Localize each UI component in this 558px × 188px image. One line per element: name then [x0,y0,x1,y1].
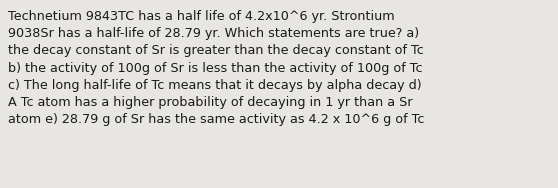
Text: Technetium 9843TC has a half life of 4.2x10^6 yr. Strontium
9038Sr has a half-li: Technetium 9843TC has a half life of 4.2… [8,10,425,126]
